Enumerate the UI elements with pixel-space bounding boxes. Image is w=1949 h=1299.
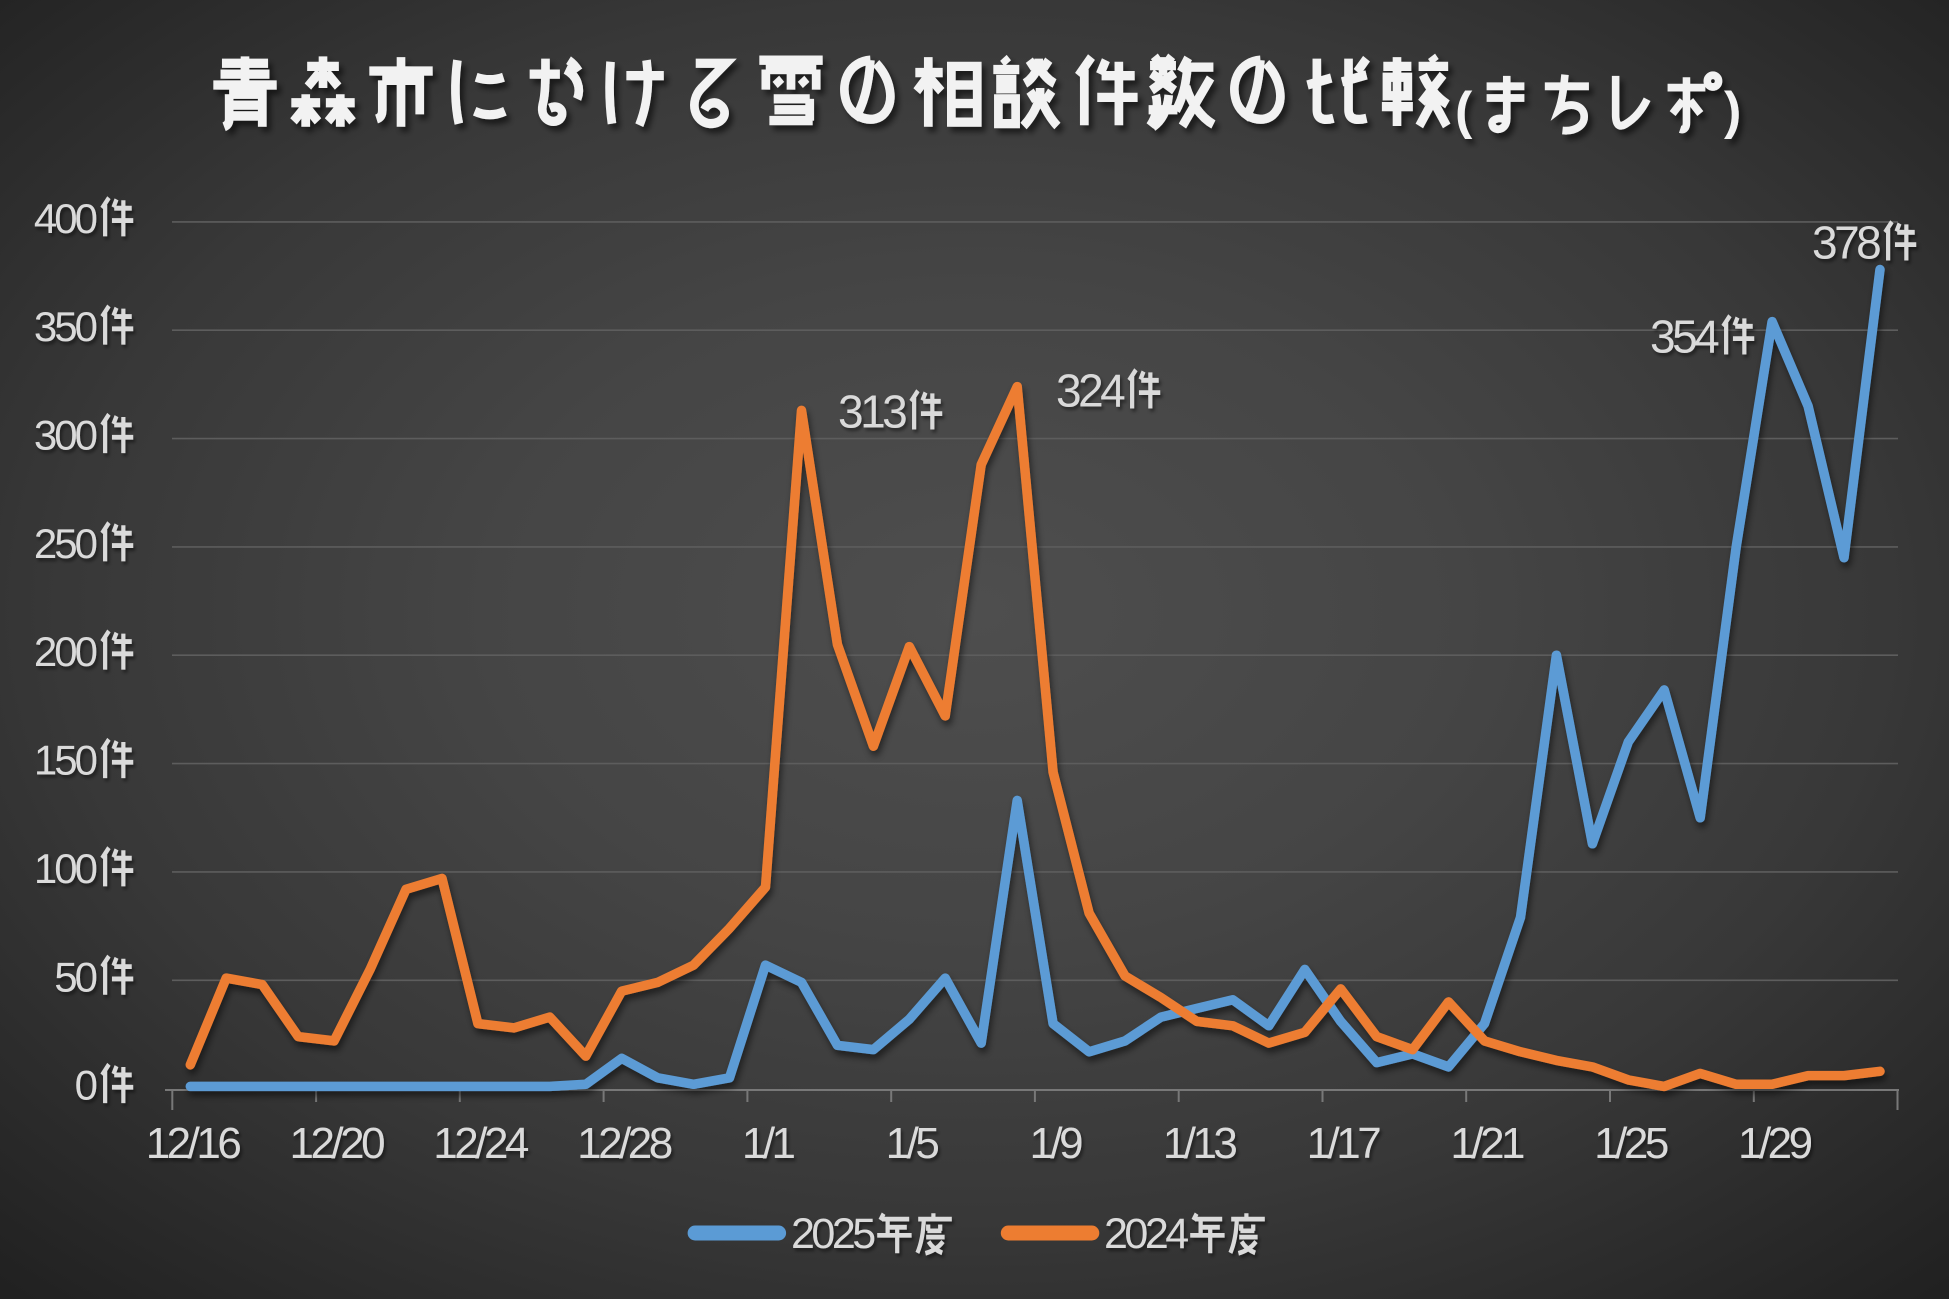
svg-text:1/17: 1/17 [1307,1119,1381,1168]
svg-text:1/29: 1/29 [1738,1119,1812,1168]
svg-text:354: 354 [1650,311,1719,363]
svg-text:378: 378 [1812,217,1880,269]
svg-text:): ) [1724,82,1741,140]
svg-text:1/1: 1/1 [742,1119,795,1168]
svg-text:150: 150 [34,737,97,784]
svg-text:313: 313 [838,386,906,438]
svg-text:100: 100 [34,845,97,892]
svg-text:50: 50 [54,953,96,1000]
svg-text:2024: 2024 [1104,1210,1188,1258]
svg-text:0: 0 [75,1062,97,1109]
svg-text:12/24: 12/24 [433,1119,529,1168]
svg-text:12/16: 12/16 [146,1119,241,1168]
svg-text:1/5: 1/5 [886,1119,939,1168]
svg-text:324: 324 [1056,365,1125,417]
svg-text:1/25: 1/25 [1594,1119,1668,1168]
svg-text:2025: 2025 [791,1210,875,1258]
svg-text:12/20: 12/20 [289,1119,384,1168]
svg-text:1/9: 1/9 [1029,1119,1082,1168]
svg-text:1/13: 1/13 [1163,1119,1237,1168]
svg-text:200: 200 [34,628,97,675]
svg-text:12/28: 12/28 [577,1119,672,1168]
svg-text:(: ( [1455,82,1473,140]
svg-text:250: 250 [34,520,97,567]
svg-text:350: 350 [34,303,97,350]
svg-text:300: 300 [34,412,97,459]
svg-text:400: 400 [34,195,97,242]
svg-text:1/21: 1/21 [1450,1119,1524,1168]
